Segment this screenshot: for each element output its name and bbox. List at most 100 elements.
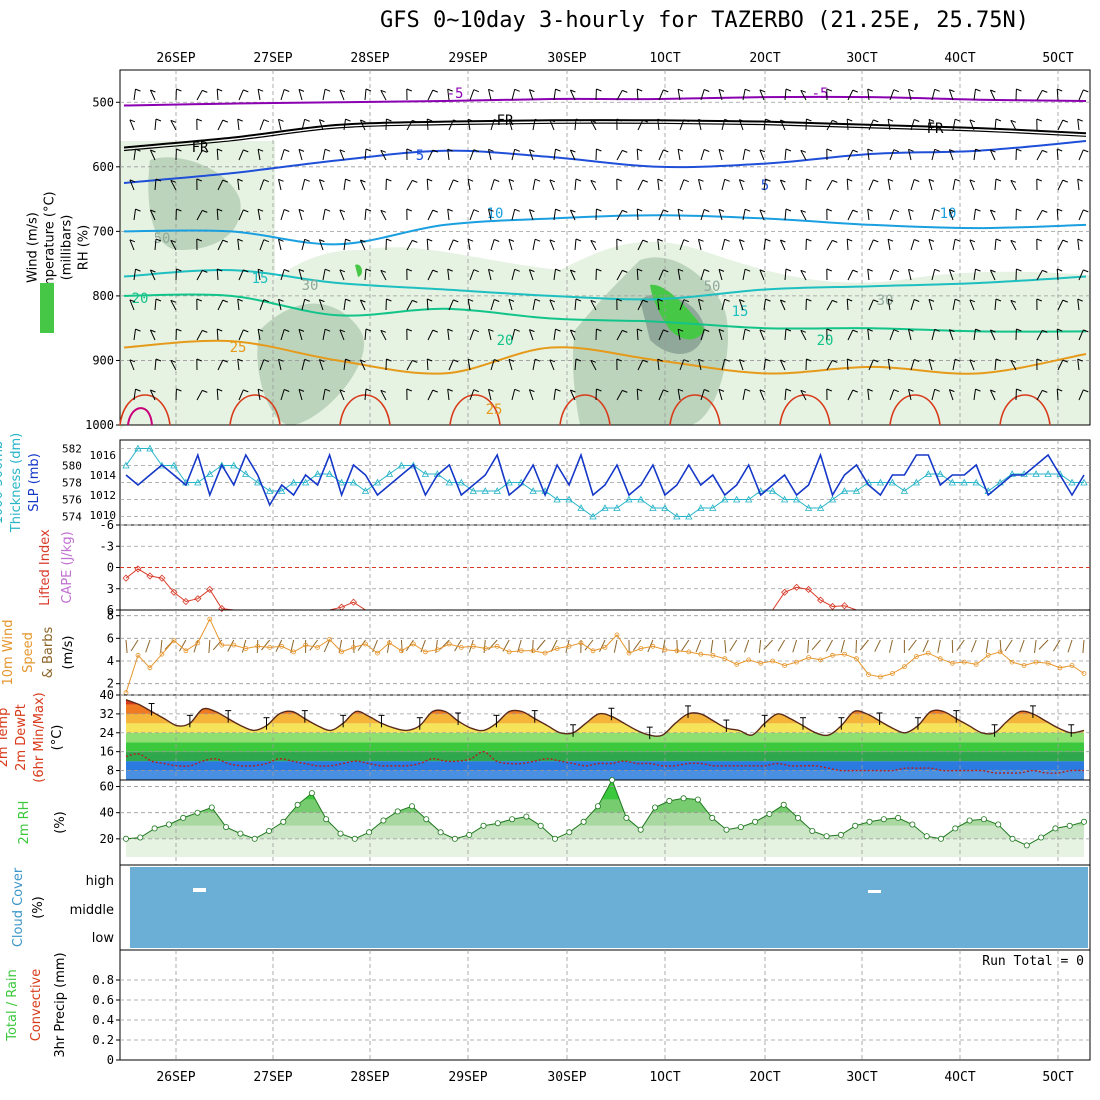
wind-barb bbox=[698, 239, 702, 251]
temperature-contour-FR-double bbox=[123, 122, 1087, 152]
wind-barb-flag bbox=[380, 389, 386, 393]
wind-barb-flag bbox=[806, 118, 812, 122]
wind-barb-flag bbox=[1010, 359, 1016, 363]
wind-barb bbox=[846, 358, 849, 371]
wind-barb bbox=[931, 269, 936, 281]
wind-barb-10m bbox=[1082, 639, 1085, 654]
wind-barb bbox=[989, 149, 996, 161]
wind-speed-point bbox=[135, 652, 141, 658]
wind-barb-flag bbox=[806, 298, 812, 302]
wind-speed-point bbox=[363, 641, 368, 647]
y-axis-label: 1000-500mb bbox=[0, 441, 6, 525]
wind-barb-10m bbox=[1052, 639, 1061, 652]
wind-barb bbox=[1057, 179, 1064, 191]
y-axis-label: (%) bbox=[53, 811, 68, 834]
wind-barb bbox=[549, 179, 555, 191]
wind-barb bbox=[742, 389, 746, 401]
rh-2m-point bbox=[366, 829, 373, 836]
cloud-level-label: middle bbox=[70, 903, 114, 918]
wind-barb bbox=[952, 359, 956, 371]
wind-barb bbox=[928, 299, 933, 311]
wind-barb bbox=[553, 209, 556, 221]
panel-frame bbox=[119, 69, 1091, 426]
y-axis-label: & Barbs bbox=[41, 627, 56, 679]
rh-2m-point bbox=[623, 814, 630, 821]
wind-barb-flag bbox=[257, 88, 264, 92]
thickness-point bbox=[625, 495, 633, 503]
wind-barb bbox=[1010, 120, 1017, 131]
thickness-point bbox=[218, 461, 226, 469]
rh-2m-point bbox=[1081, 818, 1088, 825]
wind-barb-flag bbox=[759, 389, 766, 393]
rh-2m-point bbox=[737, 824, 744, 831]
rh-2m-point bbox=[351, 835, 358, 842]
wind-barb bbox=[1077, 359, 1080, 371]
wind-barb-flag bbox=[852, 269, 858, 273]
wind-barb bbox=[149, 269, 156, 281]
wind-barb-flag bbox=[1057, 328, 1063, 332]
wind-speed-point bbox=[614, 632, 620, 638]
wind-barb-10m bbox=[599, 639, 606, 653]
wind-barb-flag bbox=[488, 208, 494, 212]
wind-barb bbox=[298, 389, 303, 401]
rh-2m-point bbox=[1023, 842, 1030, 849]
wind-barb-flag bbox=[217, 148, 223, 152]
wind-barb-flag bbox=[663, 89, 669, 93]
wind-barb bbox=[447, 329, 450, 341]
wind-barb bbox=[278, 239, 282, 251]
wind-barb-10m bbox=[840, 639, 845, 653]
wind-barb-10m bbox=[208, 639, 211, 654]
wind-barb bbox=[931, 149, 936, 161]
wind-barb-flag bbox=[867, 88, 873, 92]
wind-barb-flag bbox=[616, 178, 622, 182]
wind-speed-point bbox=[506, 649, 512, 655]
wind-barb-flag bbox=[718, 388, 725, 392]
wind-barb bbox=[889, 89, 895, 101]
wind-barb-flag bbox=[718, 268, 725, 272]
wind-barb bbox=[658, 89, 664, 101]
thickness-point bbox=[194, 478, 202, 486]
wind-barb-flag bbox=[928, 118, 935, 122]
wind-barb bbox=[800, 150, 807, 161]
wind-barb-10m bbox=[859, 639, 869, 651]
wind-barb-flag bbox=[284, 329, 290, 332]
wind-barb bbox=[868, 119, 874, 131]
wind-barb bbox=[129, 299, 135, 311]
wind-barb bbox=[742, 209, 746, 221]
wind-barb bbox=[553, 389, 556, 401]
contour-label: FR bbox=[192, 140, 209, 156]
cloud-gap-mark bbox=[193, 888, 206, 892]
wind-speed-point bbox=[818, 657, 823, 663]
wind-barb-flag bbox=[570, 329, 576, 333]
wind-barb-flag bbox=[873, 119, 879, 123]
wind-barb bbox=[490, 119, 495, 131]
y-tick-label: -6 bbox=[100, 518, 114, 532]
wind-barb bbox=[948, 329, 954, 341]
wind-barb bbox=[658, 149, 664, 161]
wind-barb-flag bbox=[360, 179, 366, 183]
rh-2m-point bbox=[952, 825, 959, 832]
y-axis-label: Convective bbox=[29, 969, 44, 1042]
wind-barb bbox=[238, 209, 244, 221]
wind-barb-flag bbox=[278, 358, 284, 362]
wind-barb bbox=[636, 328, 639, 341]
wind-barb-flag bbox=[170, 359, 176, 363]
wind-barb bbox=[1057, 299, 1064, 311]
wind-barb-flag bbox=[222, 179, 228, 183]
y-tick-label-right: 1010 bbox=[90, 509, 117, 522]
wind-barb-10m bbox=[724, 639, 727, 654]
wind-barb bbox=[784, 88, 787, 101]
wind-barb bbox=[216, 208, 219, 221]
wind-barb-flag bbox=[759, 149, 766, 153]
thickness-point bbox=[589, 512, 597, 520]
wind-barb bbox=[339, 89, 345, 101]
wind-barb bbox=[637, 119, 644, 131]
wind-barb bbox=[718, 329, 723, 341]
wind-barb bbox=[1078, 389, 1084, 401]
wind-barb-flag bbox=[765, 298, 771, 302]
wind-barb-flag bbox=[724, 118, 730, 122]
y-axis-label: 2m DewPt bbox=[14, 704, 29, 771]
y-tick-label: 0.8 bbox=[92, 973, 114, 987]
wind-barb bbox=[469, 209, 475, 221]
